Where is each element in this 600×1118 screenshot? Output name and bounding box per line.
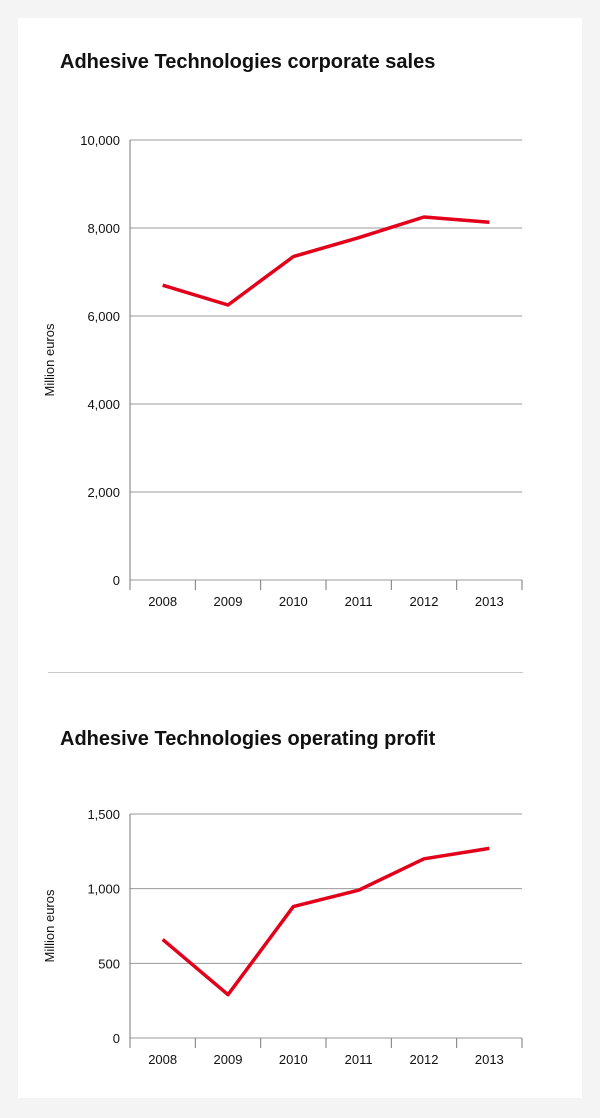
chart-title-sales: Adhesive Technologies corporate sales <box>60 51 436 73</box>
y-tick-label: 1,000 <box>87 882 120 897</box>
y-axis-label: Million euros <box>42 889 57 962</box>
x-tick-label: 2009 <box>214 1052 243 1067</box>
y-tick-label: 0 <box>113 573 120 588</box>
x-tick-label: 2010 <box>279 1052 308 1067</box>
x-tick-label: 2012 <box>410 1052 439 1067</box>
y-tick-label: 6,000 <box>87 309 120 324</box>
y-tick-label: 0 <box>113 1031 120 1046</box>
x-tick-label: 2013 <box>475 594 504 609</box>
y-tick-label: 8,000 <box>87 221 120 236</box>
series-line <box>162 215 490 307</box>
chart-title-profit: Adhesive Technologies operating profit <box>60 728 436 750</box>
y-tick-label: 1,500 <box>87 807 120 822</box>
y-tick-label: 2,000 <box>87 485 120 500</box>
chart-card: Adhesive Technologies corporate sales 0 2… <box>18 18 582 1098</box>
x-tick-label: 2008 <box>148 1052 177 1067</box>
x-tick-label: 2010 <box>279 594 308 609</box>
y-tick-label: 4,000 <box>87 397 120 412</box>
series-line <box>161 846 490 997</box>
y-tick-label: 500 <box>98 956 120 971</box>
chart-sales: 0 2,000 4,000 6,000 8,000 10,000 2008 2009 2010 2… <box>42 133 523 609</box>
y-axis-label: Million euros <box>42 323 57 396</box>
x-tick-label: 2011 <box>345 1052 373 1067</box>
x-tick-label: 2013 <box>475 1052 504 1067</box>
chart-divider <box>48 672 523 673</box>
x-tick-label: 2008 <box>148 594 177 609</box>
x-tick-label: 2009 <box>214 594 243 609</box>
x-tick-label: 2011 <box>345 594 373 609</box>
chart-profit: 0 500 1,000 1,500 2008 2009 2010 2011 2012 2013 Mi… <box>42 807 523 1067</box>
x-tick-label: 2012 <box>410 594 439 609</box>
y-tick-label: 10,000 <box>80 133 120 148</box>
